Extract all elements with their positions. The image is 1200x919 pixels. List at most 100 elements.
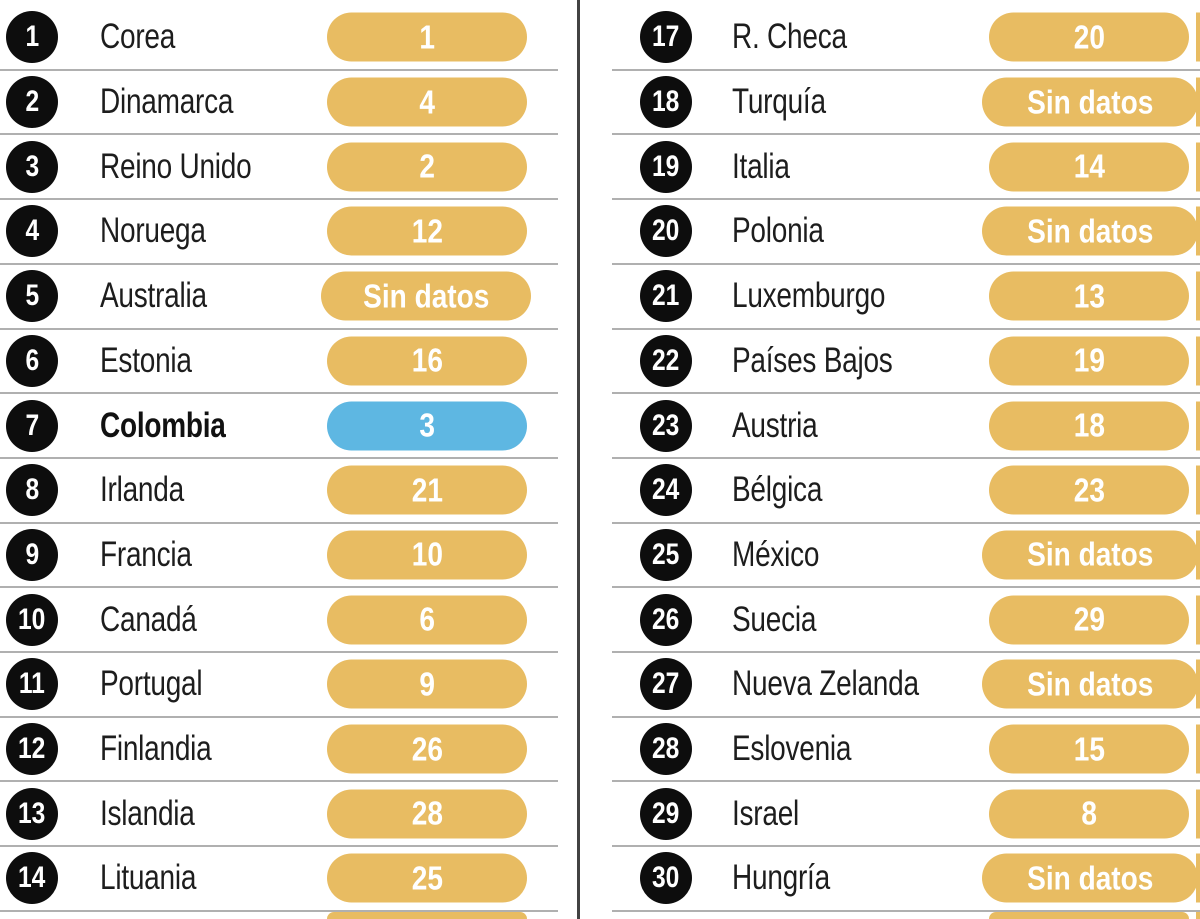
country-label: Colombia: [100, 405, 226, 445]
pill-value: 29: [1073, 600, 1105, 638]
pill-value: 28: [411, 794, 443, 832]
country-label: Nueva Zelanda: [732, 664, 919, 704]
value-pill: 29: [989, 595, 1189, 645]
value-pill: 10: [327, 530, 527, 580]
clipped-pill-edge: [1196, 401, 1200, 451]
rank-badge: 7: [6, 399, 58, 452]
rank-number: 21: [652, 279, 680, 313]
rank-badge: 17: [640, 11, 692, 64]
rank-badge: 26: [640, 593, 692, 646]
country-label: Israel: [732, 793, 800, 833]
rank-number: 17: [652, 20, 680, 54]
ranking-row: 11 Portugal 9: [0, 652, 577, 718]
country-label: Finlandia: [100, 729, 212, 769]
pill-value: 23: [1073, 471, 1105, 509]
value-pill: 1: [327, 12, 527, 62]
pill-value: 14: [1073, 147, 1105, 185]
rank-badge: 6: [6, 334, 58, 387]
clipped-pill-edge: [1196, 142, 1200, 192]
pill-value: Sin datos: [1026, 665, 1154, 703]
ranking-column-left: 1 Corea 1 2 Dinamarca 4 3 Reino Unido 2 4 Noruega 1…: [0, 5, 577, 919]
rank-badge: 30: [640, 852, 692, 905]
ranking-row: 13 Islandia 28: [0, 781, 577, 847]
pill-value: 4: [419, 83, 435, 121]
rank-badge: 10: [6, 593, 58, 646]
value-pill: 8: [989, 789, 1189, 839]
ranking-row: 8 Irlanda 21: [0, 458, 577, 524]
ranking-row: 24 Bélgica 23: [581, 458, 1200, 524]
clipped-pill-edge: [1196, 271, 1200, 321]
clipped-pill-edge: [1196, 336, 1200, 386]
clipped-pill-edge: [1196, 12, 1200, 62]
country-label: Hungría: [732, 858, 830, 898]
rank-number: 10: [18, 602, 46, 636]
value-pill: 21: [327, 465, 527, 515]
country-label: Dinamarca: [100, 82, 234, 122]
clipped-pill-edge: [1196, 465, 1200, 515]
pill-value: 19: [1073, 341, 1105, 379]
rank-badge: 3: [6, 140, 58, 193]
ranking-row: 12 Finlandia 26: [0, 717, 577, 783]
ranking-row: 23 Austria 18: [581, 393, 1200, 459]
no-data-pill: Sin datos: [982, 77, 1198, 127]
clipped-pill-edge: [1196, 789, 1200, 839]
rank-badge: 27: [640, 658, 692, 711]
pill-value: 21: [411, 471, 443, 509]
ranking-row: 19 Italia 14: [581, 134, 1200, 200]
ranking-row: 3 Reino Unido 2: [0, 134, 577, 200]
rank-number: 20: [652, 214, 680, 248]
country-label: Lituania: [100, 858, 197, 898]
rank-badge: 22: [640, 334, 692, 387]
clipped-pill-edge: [1196, 659, 1200, 709]
country-label: Bélgica: [732, 470, 823, 510]
ranking-column-right: 17 R. Checa 20 18 Turquía Sin datos 19 Italia 14…: [581, 5, 1200, 919]
rank-number: 26: [652, 602, 680, 636]
pill-value: 10: [411, 535, 443, 573]
rank-number: 2: [25, 85, 39, 119]
rank-badge: 29: [640, 787, 692, 840]
country-label: México: [732, 534, 820, 574]
next-row-pill-sliver: [327, 912, 527, 919]
rank-badge: 19: [640, 140, 692, 193]
pill-value: 8: [1081, 794, 1097, 832]
value-pill: 3: [327, 401, 527, 451]
rank-number: 9: [25, 537, 39, 571]
country-label: Eslovenia: [732, 729, 852, 769]
no-data-pill: Sin datos: [982, 659, 1198, 709]
clipped-pill-edge: [1196, 530, 1200, 580]
rank-number: 22: [652, 343, 680, 377]
rank-badge: 4: [6, 205, 58, 258]
ranking-row: 14 Lituania 25: [0, 846, 577, 912]
country-label: Portugal: [100, 664, 203, 704]
pill-value: 15: [1073, 730, 1105, 768]
ranking-row: 29 Israel 8: [581, 781, 1200, 847]
ranking-row: 18 Turquía Sin datos: [581, 70, 1200, 136]
pill-value: Sin datos: [1026, 212, 1154, 250]
country-label: Corea: [100, 17, 176, 57]
ranking-row: 21 Luxemburgo 13: [581, 264, 1200, 330]
ranking-row: 2 Dinamarca 4: [0, 70, 577, 136]
rank-badge: 11: [6, 658, 58, 711]
no-data-pill: Sin datos: [321, 271, 531, 321]
rank-badge: 21: [640, 270, 692, 323]
country-label: Turquía: [732, 82, 826, 122]
rank-number: 7: [25, 408, 39, 442]
rank-number: 13: [18, 796, 46, 830]
country-label: Irlanda: [100, 470, 184, 510]
rank-number: 23: [652, 408, 680, 442]
rank-number: 3: [25, 149, 39, 183]
country-label: Islandia: [100, 793, 195, 833]
rank-badge: 5: [6, 270, 58, 323]
rank-badge: 13: [6, 787, 58, 840]
value-pill: 6: [327, 595, 527, 645]
country-label: Estonia: [100, 340, 192, 380]
clipped-pill-edge: [1196, 912, 1200, 919]
ranking-row: 7 Colombia 3: [0, 393, 577, 459]
rank-badge: 1: [6, 11, 58, 64]
ranking-row: 5 Australia Sin datos: [0, 264, 577, 330]
pill-value: Sin datos: [362, 277, 490, 315]
ranking-row: 27 Nueva Zelanda Sin datos: [581, 652, 1200, 718]
clipped-pill-edge: [1196, 595, 1200, 645]
next-row-pill-sliver: [989, 912, 1189, 919]
